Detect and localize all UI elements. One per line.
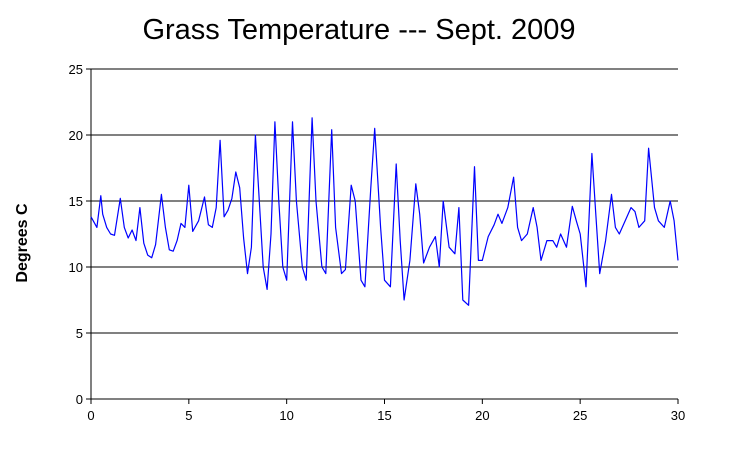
x-tick-label: 10: [279, 408, 293, 423]
chart-title: Grass Temperature --- Sept. 2009: [142, 14, 576, 46]
axes: [86, 68, 679, 404]
x-tick-label: 5: [185, 408, 192, 423]
series-line: [90, 117, 679, 306]
tick-labels: 0 5 10 15 20 25 0 5 10 15 20 25 30: [69, 62, 686, 423]
x-tick-label: 20: [475, 408, 489, 423]
y-tick-label: 20: [69, 128, 83, 143]
x-tick-label: 15: [377, 408, 391, 423]
y-tick-label: 10: [69, 260, 83, 275]
y-tick-label: 0: [76, 392, 83, 407]
y-tick-label: 5: [76, 326, 83, 341]
grid-lines: [91, 68, 678, 334]
x-tick-label: 25: [573, 408, 587, 423]
x-tick-label: 30: [671, 408, 685, 423]
y-tick-label: 15: [69, 194, 83, 209]
x-tick-label: 0: [87, 408, 94, 423]
series-layer: [90, 117, 679, 306]
y-tick-label: 25: [69, 62, 83, 77]
